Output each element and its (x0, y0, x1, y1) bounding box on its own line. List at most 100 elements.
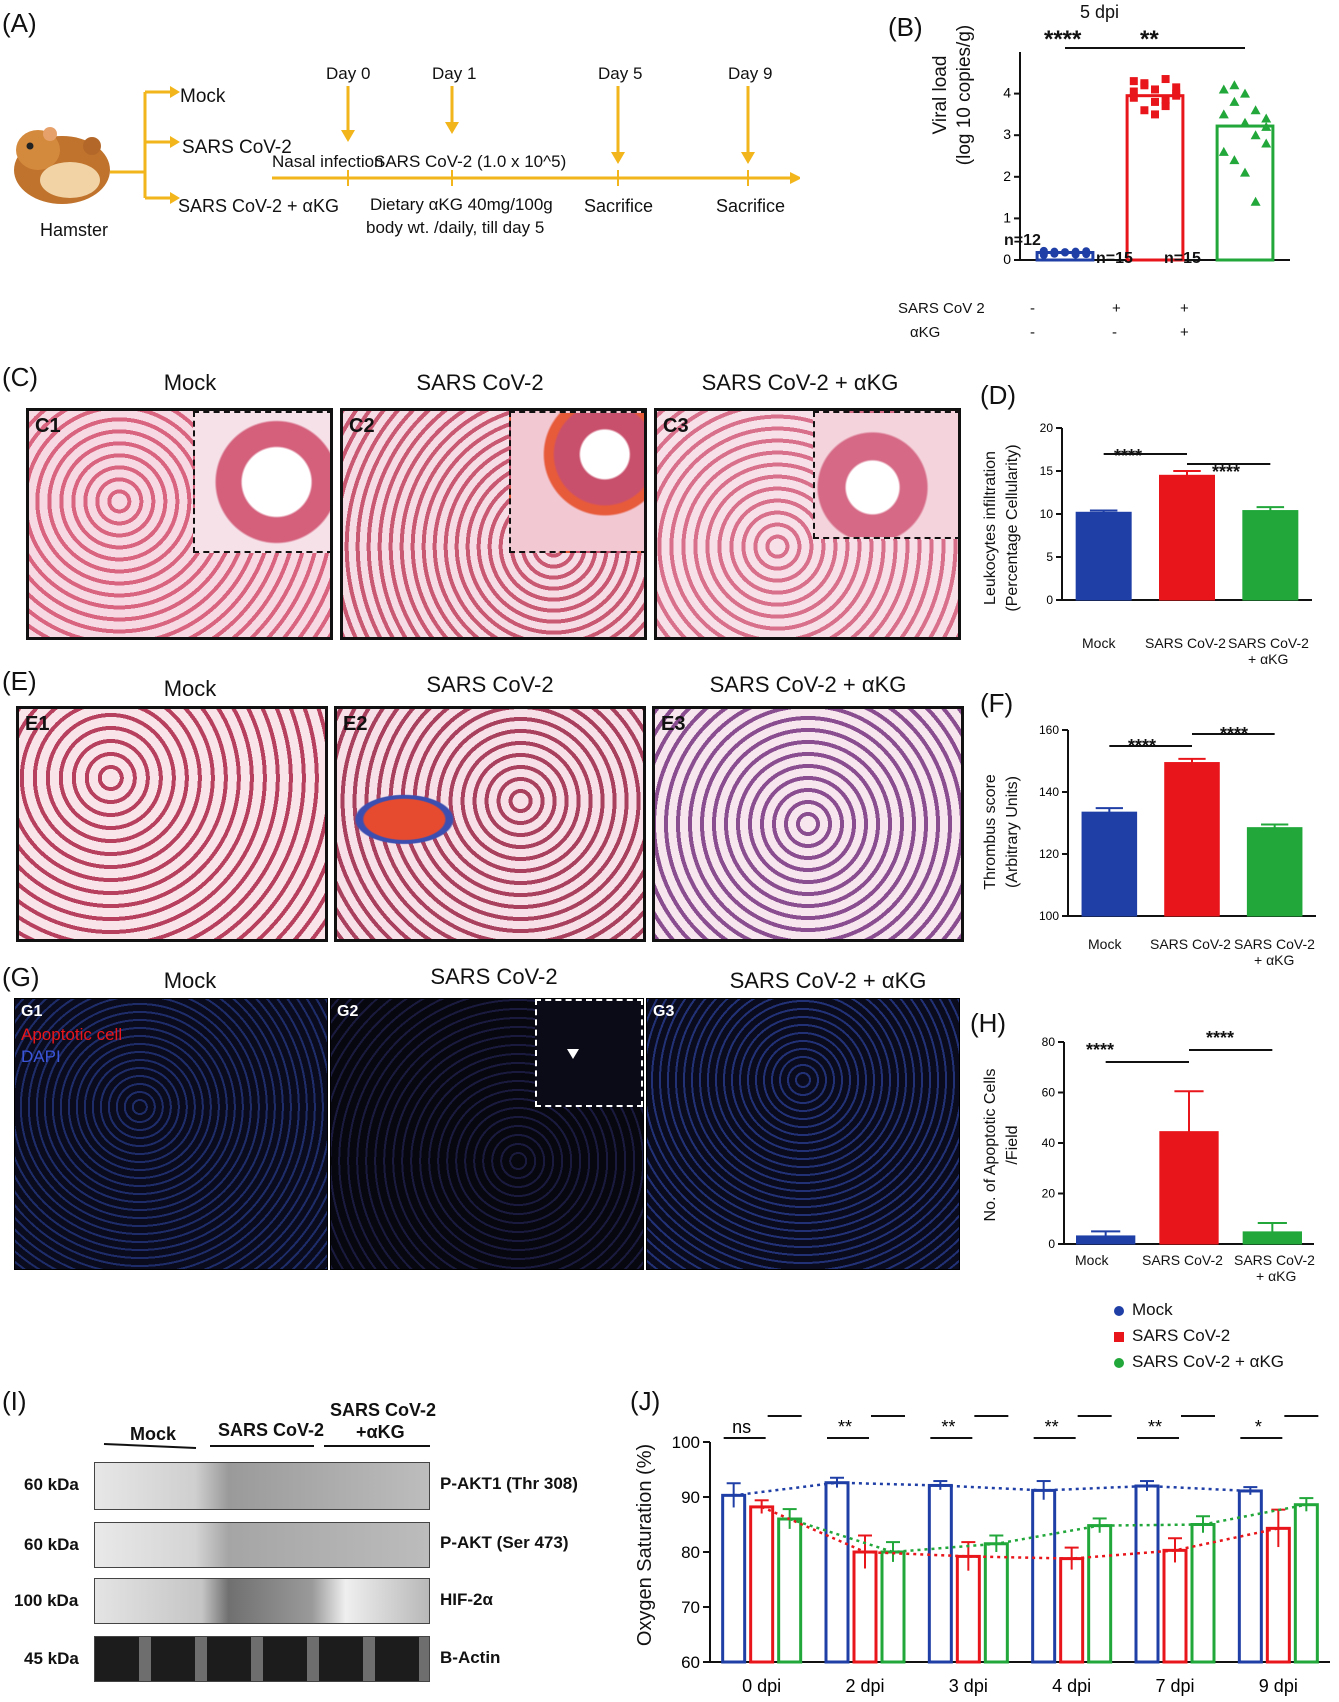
bar (1031, 1488, 1057, 1664)
micro-g3: G3 (646, 998, 960, 1270)
chart-h-cat-akg2: + αKG (1256, 1268, 1297, 1284)
e-title-sars: SARS CoV-2 (426, 672, 554, 697)
chart-d-sig1: **** (1114, 446, 1143, 466)
chart-h-sig2: **** (1206, 1028, 1235, 1048)
y-tick-label: 4 (1003, 85, 1011, 101)
blot-group-underlines (103, 1443, 430, 1449)
blot-lane-p-akt (94, 1522, 430, 1568)
group-sars: SARS CoV-2 (182, 137, 292, 158)
chart-b-n1: n=12 (1004, 232, 1041, 249)
kda-2: 60 kDa (24, 1535, 79, 1554)
chart-d-cat-sars: SARS CoV-2 (1145, 635, 1226, 651)
panel-label-d: (D) (980, 380, 1017, 410)
panel-label-h: (H) (970, 1008, 1007, 1038)
significance-label: ns (732, 1417, 751, 1437)
panel-label-g: (G) (2, 962, 40, 992)
data-point (1250, 130, 1261, 140)
day9: Day 9 (728, 64, 773, 83)
bar (1059, 1557, 1085, 1664)
y-tick-label: 1 (1003, 209, 1011, 225)
g-title-sars: SARS CoV-2 (430, 964, 558, 989)
trend-line (733, 1481, 1251, 1497)
bar (749, 1505, 775, 1664)
y-tick-label: 60 (1042, 1086, 1056, 1100)
chart-b-n2: n=15 (1096, 250, 1133, 267)
data-point (1250, 105, 1261, 115)
micro-e1: E1 (16, 706, 328, 942)
data-point (1151, 97, 1159, 106)
blot-group-sars: SARS CoV-2 (218, 1420, 325, 1440)
data-point (1172, 83, 1181, 92)
chart-j-ylabel: Oxygen Saturation (%) (634, 1443, 656, 1647)
x-tick-label: 7 dpi (1155, 1676, 1194, 1696)
chart-f-cat-akg2: + αKG (1254, 952, 1295, 968)
bar (777, 1517, 803, 1664)
bar (1242, 1231, 1303, 1245)
bar (983, 1542, 1009, 1664)
y-tick-label: 60 (681, 1653, 700, 1672)
day1: Day 1 (432, 64, 477, 83)
bar (1159, 474, 1215, 601)
protein-3: HIF-2α (440, 1590, 493, 1609)
kda-3: 100 kDa (14, 1591, 79, 1610)
bar (1162, 1548, 1188, 1664)
panel-label-i: (I) (2, 1386, 27, 1416)
legend-mock: Mock (1132, 1300, 1173, 1319)
data-point (1129, 77, 1138, 86)
y-tick-label: 120 (1039, 847, 1059, 861)
y-tick-label: 100 (672, 1433, 700, 1452)
micro-c2-inset (509, 411, 644, 553)
y-tick-label: 90 (681, 1488, 700, 1507)
micro-c1-label: C1 (35, 415, 61, 437)
chart-f-sig1: **** (1128, 736, 1157, 756)
data-point (1172, 91, 1181, 100)
y-tick-label: 20 (1040, 421, 1054, 435)
bar (1190, 1523, 1216, 1664)
chart-d-ylabel1: Leukocytes infiltration (982, 451, 999, 605)
kda-4: 45 kDa (24, 1649, 79, 1668)
bar (1076, 1235, 1136, 1245)
y-tick-label: 0 (1046, 593, 1053, 607)
legend-marker-mock (1114, 1306, 1124, 1316)
trend-line (761, 1505, 1279, 1560)
chart-b-row1-v3: + (1180, 300, 1189, 317)
chart-b-ylabel1: Viral load (930, 55, 951, 135)
chart-d: 0 5 10 15 20 (1040, 421, 1312, 607)
chart-f-sig2: **** (1220, 724, 1249, 744)
chart-h-cat-sars: SARS CoV-2 (1142, 1252, 1223, 1268)
sacrifice-day5: Sacrifice (584, 196, 654, 216)
y-tick-label: 2 (1003, 168, 1011, 184)
chart-d-cat-akg2: + αKG (1248, 651, 1289, 667)
bar (824, 1481, 850, 1664)
bar (1134, 1484, 1160, 1664)
chart-h-cat-mock: Mock (1075, 1252, 1109, 1268)
significance-label: ns (879, 1412, 898, 1415)
data-point (1140, 79, 1149, 88)
chart-b-sig2: ** (1140, 26, 1159, 53)
chart-h-ylabel1: No. of Apoptotic Cells (982, 1068, 999, 1222)
y-tick-label: 0 (1003, 251, 1011, 267)
legend-sars: SARS CoV-2 (1132, 1326, 1231, 1345)
micro-g3-label: G3 (653, 1003, 675, 1020)
significance-label: ** (941, 1417, 955, 1437)
micro-g2: G2 (330, 998, 644, 1270)
chart-d-cat-mock: Mock (1082, 635, 1116, 651)
diet-line2: body wt. /daily, till day 5 (366, 218, 545, 237)
legend-apoptotic: Apoptotic cell (21, 1025, 123, 1044)
chart-f-cat-mock: Mock (1088, 936, 1122, 952)
panel-label-a: (A) (2, 8, 37, 38)
panel-label-j: (J) (630, 1386, 661, 1416)
chart-b-row2-label: αKG (910, 324, 941, 341)
data-point (1240, 117, 1250, 127)
protein-2: P-AKT (Ser 473) (440, 1533, 569, 1552)
significance-label: ns (983, 1412, 1002, 1415)
data-point (1039, 249, 1048, 258)
legend-akg: SARS CoV-2 + αKG (1132, 1352, 1285, 1371)
micro-c2: C2 (340, 408, 647, 640)
data-point (1229, 80, 1240, 90)
protein-4: B-Actin (440, 1648, 501, 1667)
significance-label: ns (1293, 1412, 1312, 1415)
data-point (1140, 106, 1149, 115)
x-tick-label: 2 dpi (845, 1676, 884, 1696)
